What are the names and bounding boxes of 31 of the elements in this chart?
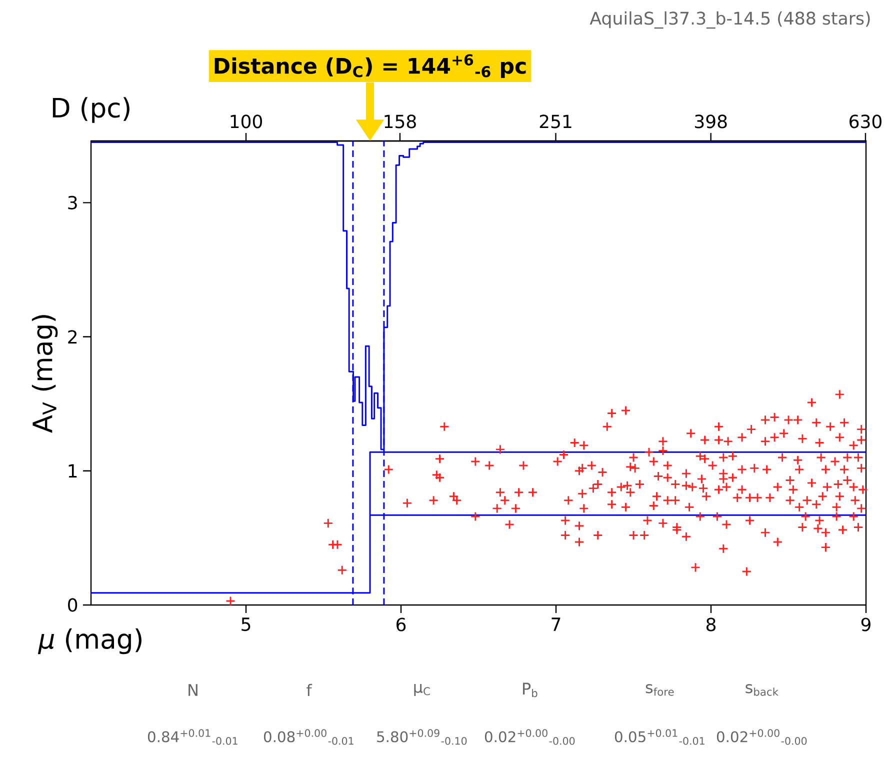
text: 0.08$^{+0.00}$-0.01 (264, 729, 354, 745)
text: 5.80$^{+0.09}$-0.10 (377, 729, 467, 745)
x2-tick-label: 100 (230, 114, 262, 128)
y-tick-label: 3 (68, 196, 77, 210)
chart-title: AquilaS_l37.3_b-14.5 (488 stars) (590, 11, 870, 29)
y-tick-label: 2 (68, 330, 76, 344)
text: 0.84$^{+0.01}$-0.01 (148, 729, 238, 745)
x-tick-label: 8 (706, 618, 716, 632)
text: N (188, 684, 198, 696)
text: f (306, 684, 312, 696)
x2-tick-label: 251 (540, 114, 572, 128)
text: 0.05$^{+0.01}$-0.01 (614, 729, 704, 745)
text: μ$_{C}$ (414, 684, 430, 696)
text: P$_{b}$ (523, 682, 538, 698)
x2-axis-title: D (pc) (52, 97, 130, 123)
x-tick-label: 5 (242, 618, 250, 632)
y-tick-label: 1 (68, 464, 77, 478)
text: 0.02$^{+0.00}$-0.00 (484, 729, 575, 745)
text: s$_{fore}$ (646, 684, 674, 696)
y-tick-label: 0 (68, 598, 78, 612)
x2-tick-label: 630 (850, 114, 882, 128)
text: 0.02$^{+0.00}$-0.00 (716, 729, 807, 745)
x-tick-label: 7 (552, 618, 560, 631)
text: Distance (D$_{C}$) = 144$^{+6}$$_{-6}$ pc (214, 54, 526, 78)
x2-tick-label: 158 (384, 114, 416, 128)
x-tick-label: 9 (861, 618, 870, 632)
text: s$_{back}$ (746, 684, 778, 696)
y-axis-title: A$_{V}$ (mag) (32, 315, 58, 433)
x-tick-label: 6 (396, 618, 406, 632)
x-axis-title: μ (mag) (38, 628, 142, 654)
x2-tick-label: 398 (695, 114, 727, 128)
